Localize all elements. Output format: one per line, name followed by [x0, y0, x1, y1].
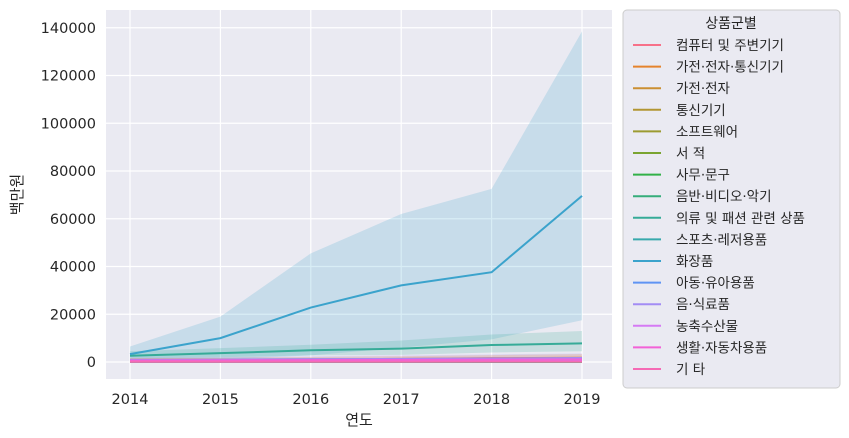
legend: 상품군별 컴퓨터 및 주변기기가전·전자·통신기기가전·전자통신기기소프트웨어서…	[622, 9, 841, 389]
legend-label: 기 타	[676, 362, 706, 378]
legend-label: 소프트웨어	[676, 124, 738, 140]
y-tick-label: 0	[87, 355, 96, 371]
legend-title: 상품군별	[705, 16, 757, 32]
series-line-10	[129, 195, 583, 356]
x-tick-label: 2016	[292, 392, 329, 408]
x-tick-label: 2015	[202, 392, 239, 408]
x-tick-label: 2018	[473, 392, 510, 408]
band-화장품	[130, 31, 582, 362]
x-axis-label: 연도	[345, 411, 373, 429]
series-line-8	[129, 342, 583, 357]
legend-label: 서 적	[676, 146, 705, 162]
y-tick-label: 140000	[41, 21, 96, 37]
legend-box	[622, 9, 841, 389]
y-tick-label: 120000	[41, 69, 96, 85]
grid	[106, 10, 612, 379]
y-ticks: 0 20000 40000 60000 80000 100000 120000 140000	[41, 21, 96, 371]
x-tick-label: 2017	[383, 392, 420, 408]
legend-label: 음·식료품	[676, 297, 730, 313]
y-tick-label: 20000	[50, 307, 96, 323]
legend-label: 사무·문구	[676, 168, 730, 184]
legend-label: 스포츠·레저용품	[676, 232, 767, 248]
legend-label: 의류 및 패션 관련 상품	[676, 211, 805, 227]
legend-label: 아동·유아용품	[676, 276, 755, 292]
y-tick-label: 80000	[50, 164, 96, 180]
legend-label: 통신기기	[676, 103, 726, 119]
y-tick-label: 60000	[50, 212, 96, 228]
y-tick-label: 40000	[50, 260, 96, 276]
series-line-14	[129, 358, 583, 362]
legend-label: 생활·자동차용품	[676, 340, 767, 356]
legend-label: 가전·전자·통신기기	[676, 60, 784, 76]
legend-label: 가전·전자	[676, 81, 731, 97]
series-lines	[129, 195, 583, 363]
y-tick-label: 100000	[41, 116, 96, 132]
legend-label: 화장품	[676, 254, 713, 270]
plot-background	[106, 10, 612, 379]
legend-label: 농축수산물	[676, 319, 738, 335]
y-axis-label: 백만원	[8, 174, 26, 215]
legend-label: 컴퓨터 및 주변기기	[676, 38, 784, 54]
x-ticks: 2014 2015 2016 2017 2018 2019	[112, 392, 601, 408]
x-tick-label: 2014	[112, 392, 149, 408]
legend-label: 음반·비디오·악기	[676, 189, 772, 205]
x-tick-label: 2019	[564, 392, 601, 408]
